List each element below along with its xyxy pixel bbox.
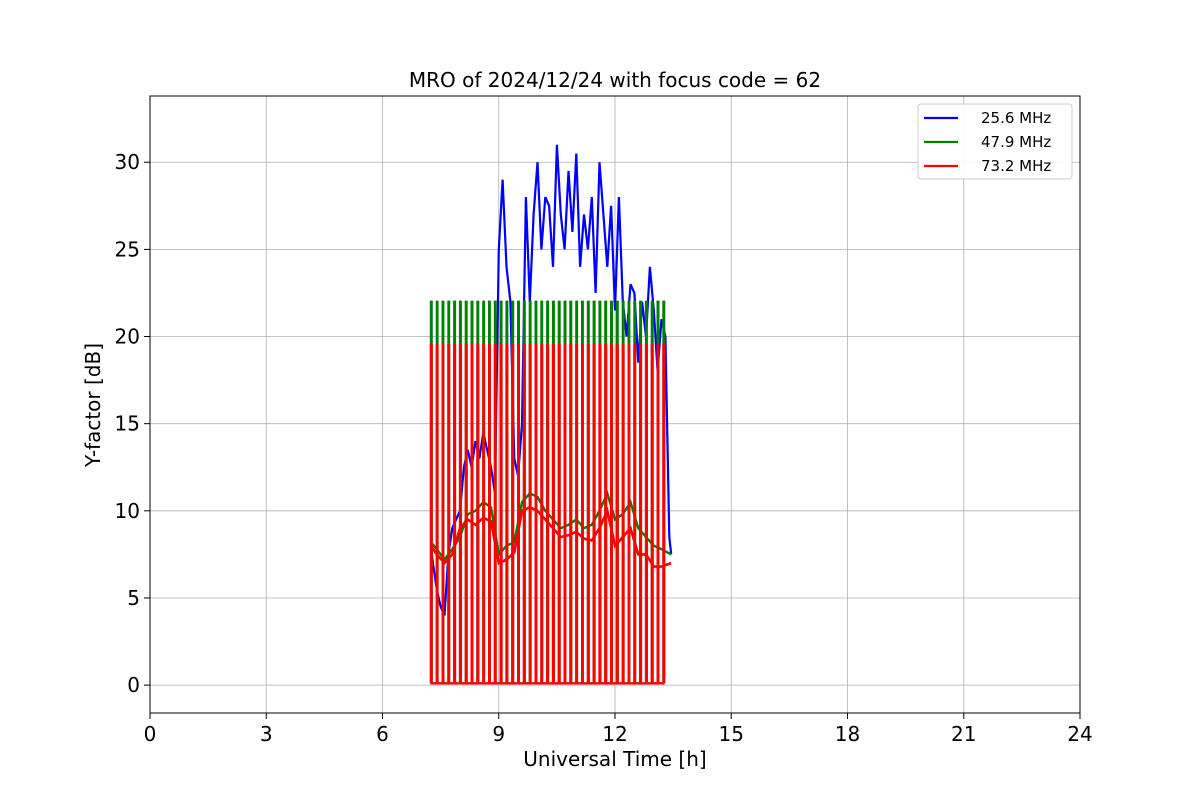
x-tick-label: 21 (951, 722, 976, 746)
legend-label: 47.9 MHz (981, 133, 1051, 151)
plot-lines (429, 144, 673, 685)
y-tick-label: 30 (115, 150, 140, 174)
legend: 25.6 MHz 47.9 MHz 73.2 MHz (917, 103, 1073, 180)
legend-label: 25.6 MHz (981, 109, 1051, 127)
x-tick-label: 15 (719, 722, 744, 746)
x-axis-label: Universal Time [h] (523, 747, 706, 771)
series-line-73-2-mhz (429, 505, 672, 568)
y-tick-label: 5 (127, 586, 140, 610)
y-tick-label: 15 (115, 412, 140, 436)
red-calibration-spikes (429, 344, 666, 685)
x-tick-label: 3 (260, 722, 273, 746)
legend-label: 73.2 MHz (981, 157, 1051, 175)
y-tick-label: 0 (127, 673, 140, 697)
x-tick-label: 12 (602, 722, 627, 746)
x-tick-label: 18 (835, 722, 860, 746)
chart-title: MRO of 2024/12/24 with focus code = 62 (409, 68, 821, 92)
y-tick-label: 10 (115, 499, 140, 523)
x-tick-label: 6 (376, 722, 389, 746)
y-tick-label: 25 (115, 237, 140, 261)
y-axis-label: Y-factor [dB] (81, 343, 105, 468)
axis-ticks: 0 3 6 9 12 15 18 21 24 0 5 10 15 20 25 30 (115, 150, 1093, 746)
legend-box (917, 103, 1073, 180)
series-line-25-6-mhz (429, 144, 673, 616)
y-tick-label: 20 (115, 325, 140, 349)
x-tick-label: 0 (144, 722, 157, 746)
x-tick-label: 9 (492, 722, 505, 746)
x-tick-label: 24 (1067, 722, 1092, 746)
